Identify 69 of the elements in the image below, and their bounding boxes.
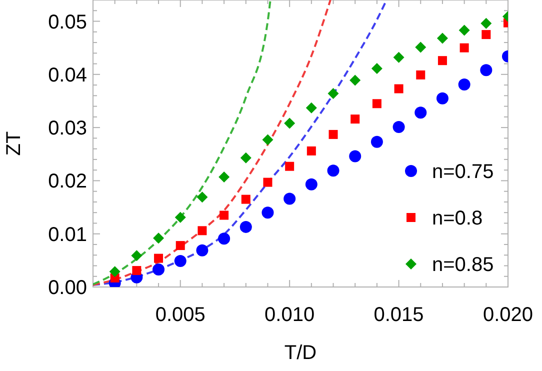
x-tick-label: 0.020 bbox=[482, 304, 534, 326]
point bbox=[394, 84, 404, 94]
point bbox=[154, 254, 164, 263]
legend-label: n=0.85 bbox=[432, 254, 494, 276]
point bbox=[131, 250, 142, 262]
point bbox=[416, 70, 426, 80]
point bbox=[132, 266, 142, 276]
point bbox=[241, 194, 250, 204]
point bbox=[153, 232, 164, 244]
line-series bbox=[93, 0, 332, 286]
y-tick-label: 0.03 bbox=[48, 118, 87, 140]
point bbox=[240, 152, 252, 164]
point bbox=[263, 178, 272, 187]
point bbox=[262, 134, 274, 146]
y-tick-label: 0.02 bbox=[48, 170, 87, 193]
point bbox=[284, 192, 296, 205]
legend-label: n=0.75 bbox=[432, 161, 494, 183]
point bbox=[285, 162, 294, 171]
point bbox=[109, 266, 120, 278]
point bbox=[174, 212, 186, 223]
line-series bbox=[93, 0, 388, 286]
point bbox=[196, 244, 208, 256]
point bbox=[436, 32, 448, 44]
point bbox=[305, 178, 318, 190]
point bbox=[480, 18, 492, 29]
point bbox=[262, 206, 274, 219]
y-tick-label: 0.00 bbox=[48, 277, 87, 299]
point bbox=[415, 42, 426, 53]
point bbox=[482, 30, 491, 40]
point bbox=[152, 263, 165, 276]
x-tick-label: 0.010 bbox=[264, 304, 315, 326]
point bbox=[220, 210, 229, 220]
point bbox=[196, 192, 208, 203]
point bbox=[370, 136, 383, 148]
point bbox=[414, 106, 427, 119]
point bbox=[393, 52, 404, 63]
point bbox=[392, 121, 405, 134]
line-series bbox=[93, 0, 272, 286]
y-tick-label: 0.04 bbox=[48, 64, 87, 86]
x-tick-label: 0.015 bbox=[374, 304, 424, 326]
point bbox=[372, 99, 382, 108]
point bbox=[284, 118, 296, 129]
point bbox=[306, 146, 316, 156]
x-tick-label: 0.005 bbox=[155, 304, 206, 326]
y-tick-label: 0.05 bbox=[48, 11, 87, 34]
point bbox=[371, 63, 382, 74]
point bbox=[480, 64, 492, 76]
point bbox=[350, 74, 361, 86]
point bbox=[306, 102, 317, 114]
point bbox=[458, 78, 470, 91]
point bbox=[218, 232, 230, 245]
point bbox=[327, 164, 340, 177]
point bbox=[350, 114, 360, 124]
point bbox=[328, 130, 338, 139]
point bbox=[458, 24, 470, 36]
point bbox=[176, 241, 185, 250]
point bbox=[328, 88, 339, 100]
y-tick-label: 0.01 bbox=[48, 224, 87, 246]
point bbox=[438, 56, 447, 66]
point bbox=[460, 43, 469, 52]
point bbox=[218, 171, 230, 182]
x-axis-title: T/D bbox=[284, 342, 317, 364]
point bbox=[174, 254, 186, 267]
y-axis-title: ZT bbox=[3, 131, 25, 156]
point bbox=[349, 150, 362, 162]
point bbox=[436, 92, 448, 104]
point bbox=[198, 226, 207, 236]
point bbox=[240, 220, 252, 233]
legend-label: n=0.8 bbox=[432, 208, 483, 230]
